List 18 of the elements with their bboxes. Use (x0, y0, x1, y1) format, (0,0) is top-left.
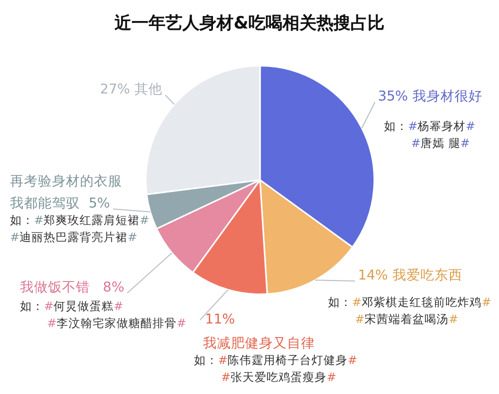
text: #唐嫣 腿# (411, 136, 470, 150)
slice-label: 再考验身材的衣服我都能驾驭 5% (10, 174, 122, 212)
text: 如：#何炅做蛋糕# (20, 298, 124, 313)
slice-label: 27% 其他 (100, 82, 162, 98)
text: 如：#杨幂身材# (384, 118, 476, 133)
data-label: 11% (205, 312, 236, 328)
text: 如：#郑爽玫红露肩短裙# (10, 212, 150, 227)
chart-title: 近一年艺人身材&吃喝相关热搜占比 (114, 13, 384, 34)
text: 如：#陈伟霆用椅子台灯健身# (194, 352, 358, 367)
text: 如：#邓紫棋走红毯前吃炸鸡# (328, 294, 492, 309)
slice-label: 35% 我身材很好 (378, 88, 482, 104)
text: #宋茜端着盆喝汤# (355, 312, 458, 326)
text: #李汶翰宅家做糖醋排骨# (47, 316, 186, 330)
text: #张天爱吃鸡蛋瘦身# (221, 370, 336, 384)
slice-label: 我做饭不错 8% (20, 280, 124, 296)
slice-label: 我减肥健身又自律 (203, 336, 315, 352)
slice-label: 14% 我爱吃东西 (358, 268, 462, 284)
text: #迪丽热巴露背亮片裙# (10, 230, 138, 244)
